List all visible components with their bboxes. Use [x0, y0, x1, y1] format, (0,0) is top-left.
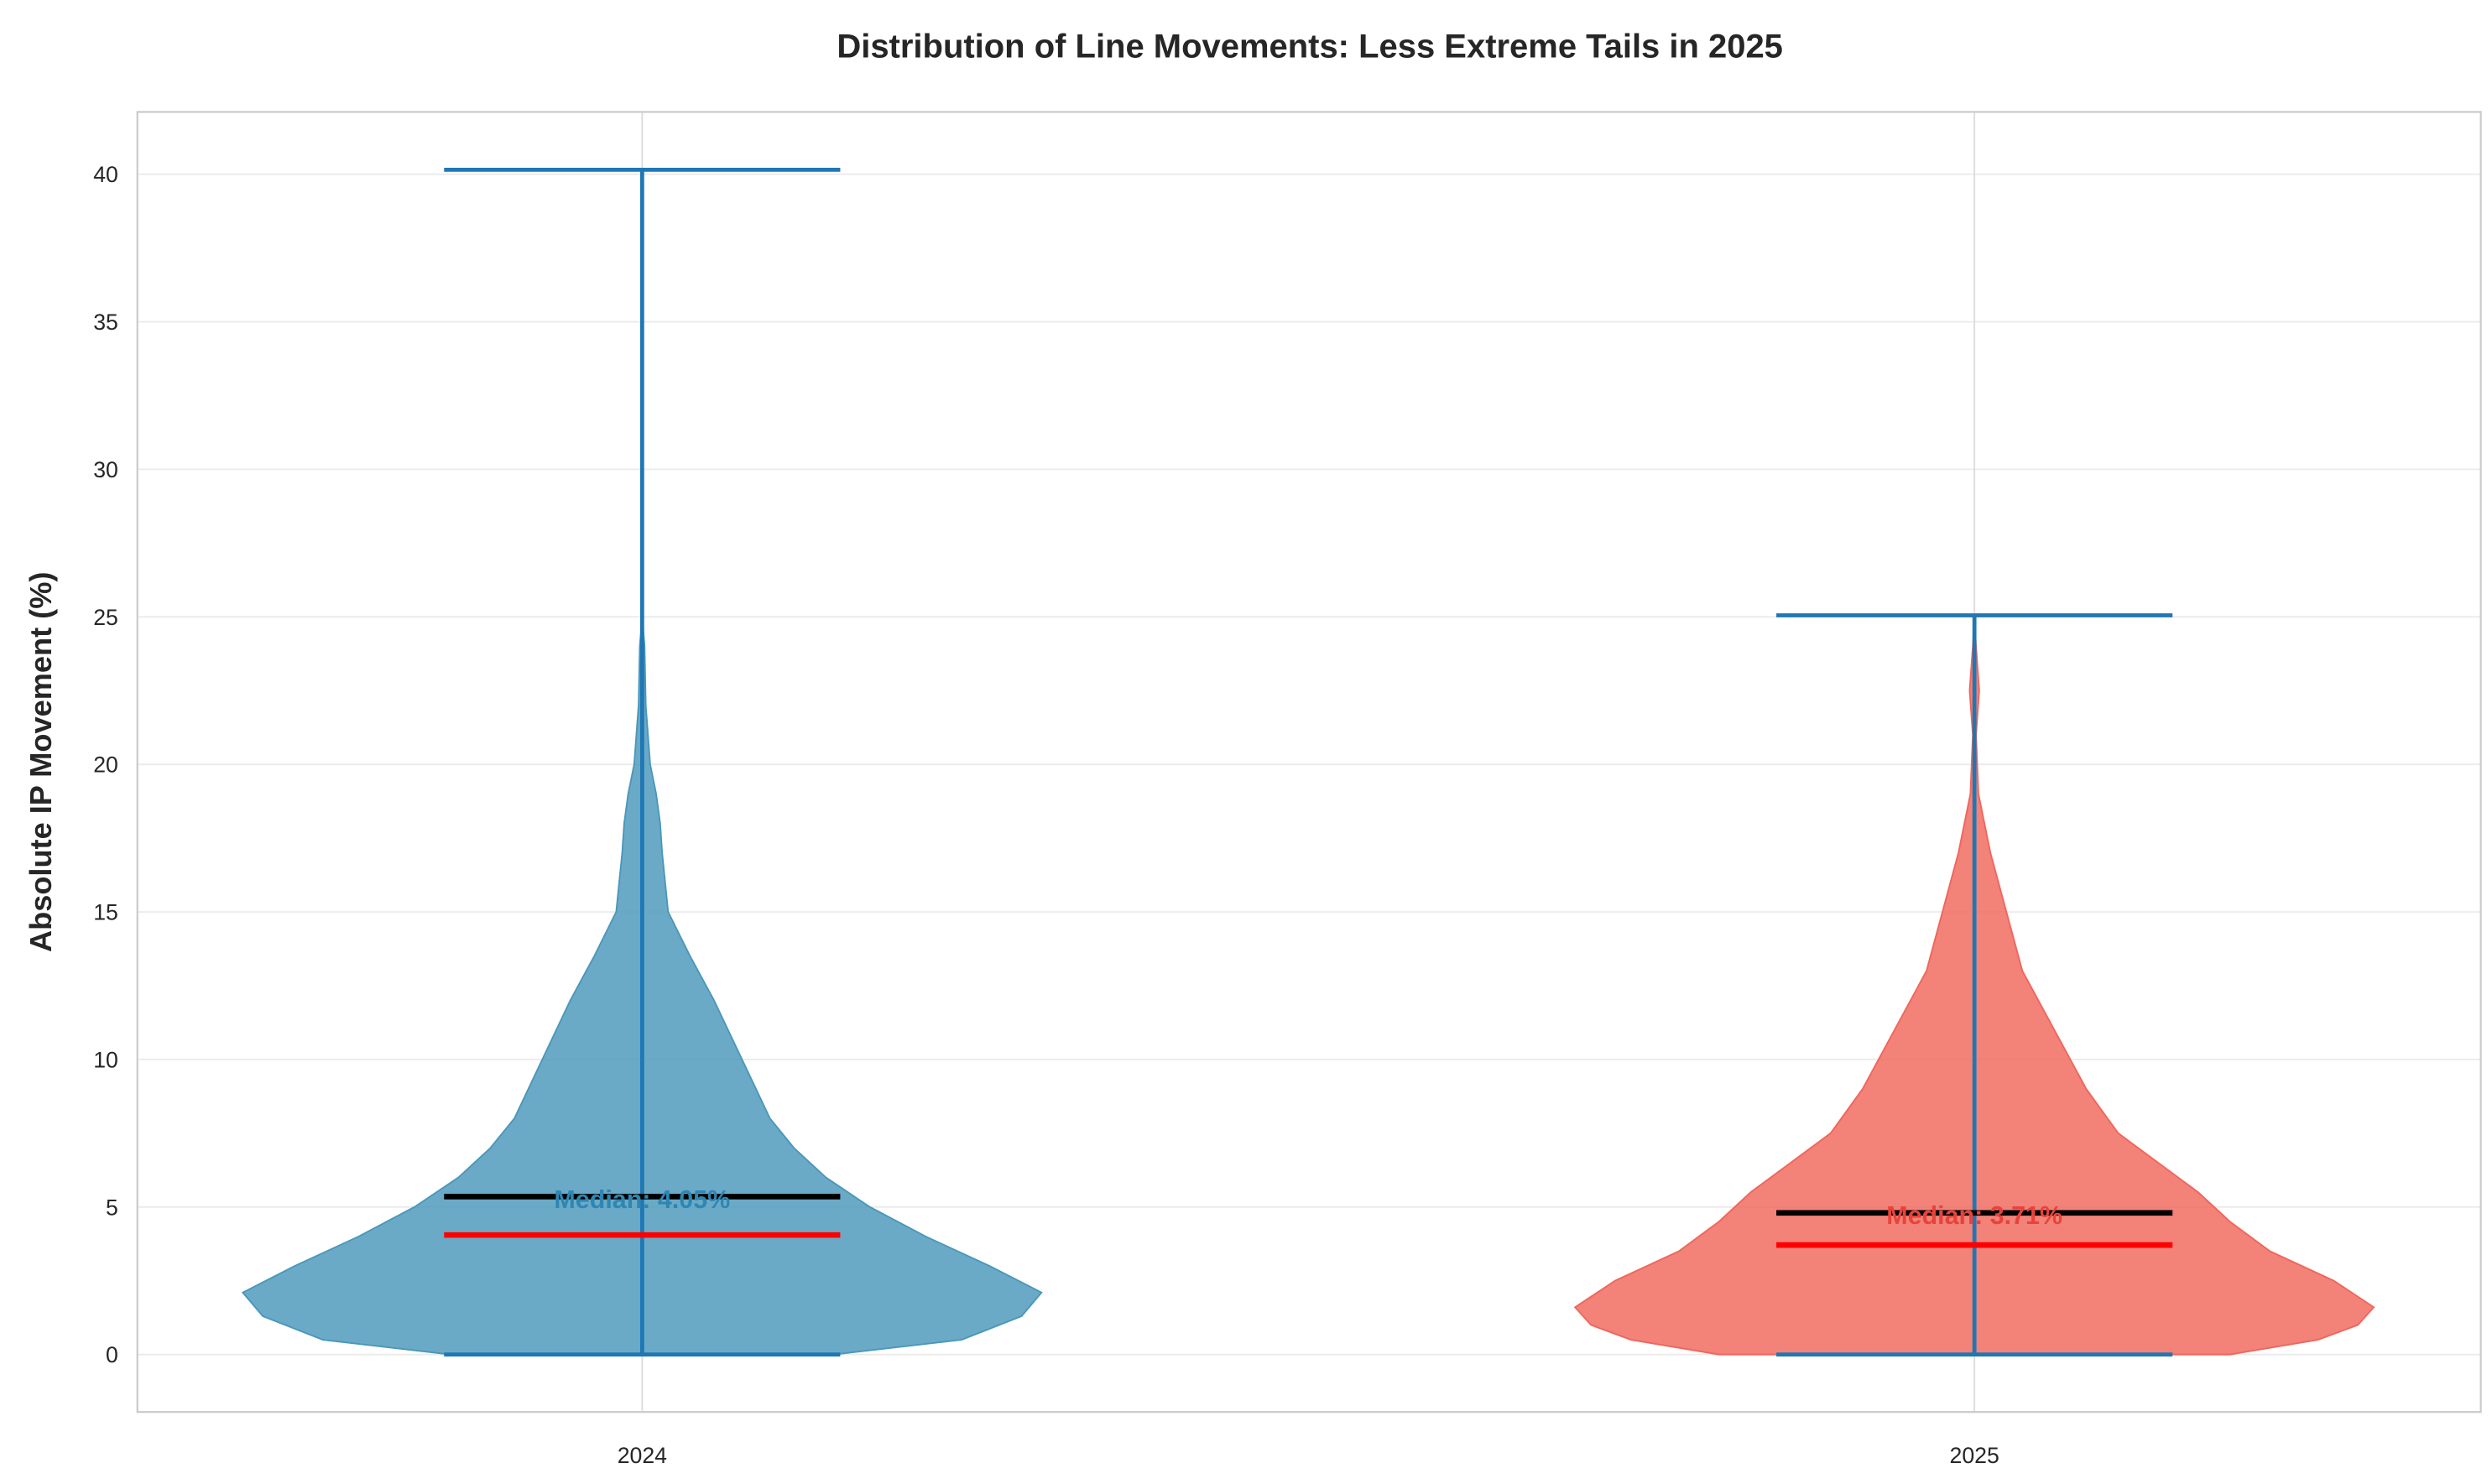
chart-title: Distribution of Line Movements: Less Ext…: [837, 29, 1783, 65]
x-tick-label: 2025: [1950, 1443, 1999, 1468]
y-tick-label: 40: [93, 162, 118, 187]
x-tick-labels: 2024 2025: [618, 1443, 1999, 1468]
y-tick-labels: 0 5 10 15 20 25 30 35 40: [93, 162, 118, 1367]
y-tick-label: 0: [106, 1342, 118, 1367]
violins: Median: 4.05% Median: 3.71%: [241, 168, 2375, 1357]
y-tick-label: 20: [93, 752, 118, 778]
plot-frame: [136, 111, 2482, 1414]
y-tick-label: 30: [93, 457, 118, 482]
y-tick-label: 25: [93, 605, 118, 630]
y-tick-label: 10: [93, 1047, 118, 1072]
x-tick-label: 2024: [618, 1443, 667, 1468]
y-axis-label: Absolute IP Movement (%): [23, 572, 58, 952]
y-tick-label: 5: [106, 1195, 118, 1220]
median-annotation: Median: 3.71%: [1886, 1201, 2062, 1230]
y-tick-label: 35: [93, 310, 118, 335]
y-tick-label: 15: [93, 900, 118, 925]
median-annotation: Median: 4.05%: [554, 1185, 730, 1214]
